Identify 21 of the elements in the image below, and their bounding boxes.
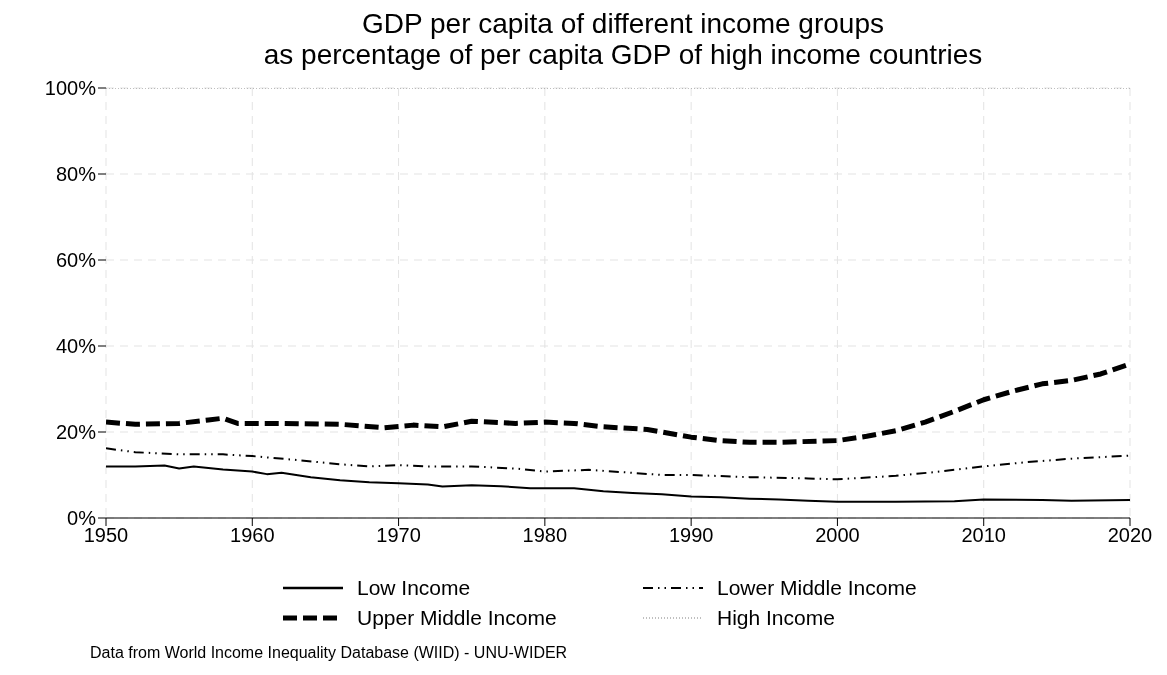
- x-tick-label: 1960: [230, 524, 275, 547]
- chart-title: GDP per capita of different income groups as percentage of per capita GDP of high income countries: [262, 8, 984, 70]
- y-tick-label: 20%: [55, 421, 97, 444]
- y-tick-label: 40%: [55, 335, 97, 358]
- x-tick-label: 2000: [815, 524, 860, 547]
- line-series: [106, 447, 1130, 481]
- text: Data from World Income Inequality Database (WIID) - UNU-WIDER: [90, 644, 569, 662]
- x-tick-label: 1950: [83, 524, 129, 547]
- y-tick-label: 80%: [55, 163, 97, 186]
- line-series: [106, 464, 1130, 503]
- legend-label: High Income: [717, 606, 835, 630]
- y-tick-label: 100%: [44, 77, 97, 100]
- y-tick-label: 60%: [55, 249, 97, 272]
- legend-label: Lower Middle Income: [717, 576, 917, 600]
- x-tick-label: 1980: [522, 524, 568, 547]
- x-tick-label: 1970: [376, 524, 421, 547]
- x-tick-label: 1990: [668, 524, 714, 547]
- x-tick-label: 2010: [961, 524, 1006, 547]
- x-tick-label: 2020: [1107, 524, 1153, 547]
- legend-label: Upper Middle Income: [357, 606, 557, 630]
- legend-label: Low Income: [357, 576, 471, 600]
